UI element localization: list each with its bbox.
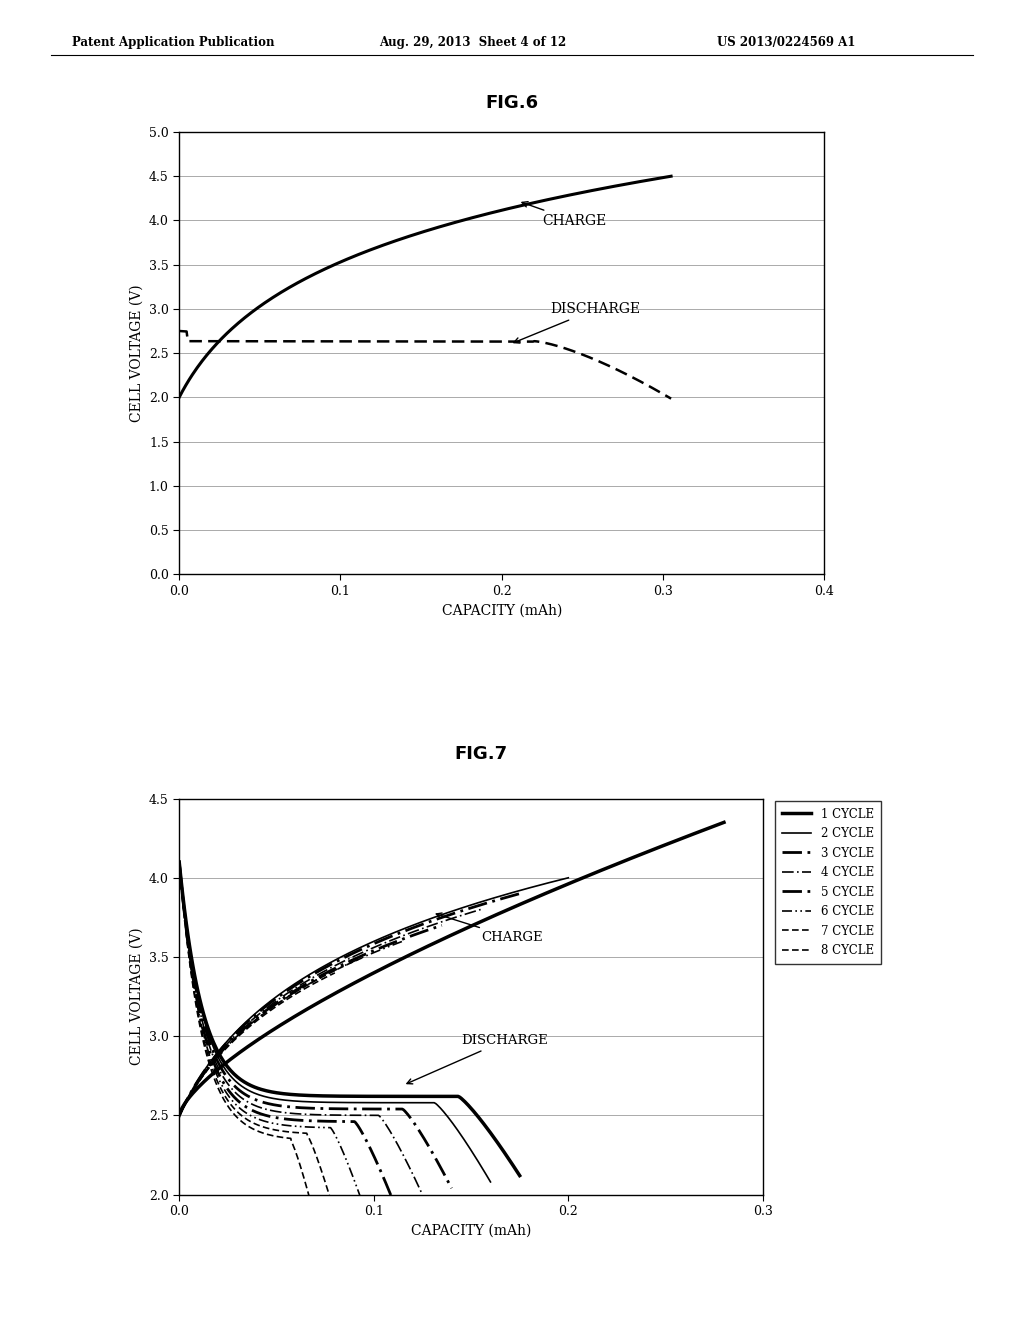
Text: Aug. 29, 2013  Sheet 4 of 12: Aug. 29, 2013 Sheet 4 of 12 (379, 36, 566, 49)
Text: DISCHARGE: DISCHARGE (514, 302, 640, 343)
Text: DISCHARGE: DISCHARGE (407, 1034, 548, 1084)
Legend: 1 CYCLE, 2 CYCLE, 3 CYCLE, 4 CYCLE, 5 CYCLE, 6 CYCLE, 7 CYCLE, 8 CYCLE: 1 CYCLE, 2 CYCLE, 3 CYCLE, 4 CYCLE, 5 CY… (774, 800, 881, 964)
Text: US 2013/0224569 A1: US 2013/0224569 A1 (717, 36, 855, 49)
X-axis label: CAPACITY (mAh): CAPACITY (mAh) (411, 1224, 531, 1238)
Text: CHARGE: CHARGE (522, 202, 606, 228)
Y-axis label: CELL VOLTAGE (V): CELL VOLTAGE (V) (129, 928, 143, 1065)
Text: Patent Application Publication: Patent Application Publication (72, 36, 274, 49)
X-axis label: CAPACITY (mAh): CAPACITY (mAh) (441, 603, 562, 618)
Text: FIG.7: FIG.7 (455, 744, 508, 763)
Text: FIG.6: FIG.6 (485, 94, 539, 112)
Text: CHARGE: CHARGE (436, 913, 543, 944)
Y-axis label: CELL VOLTAGE (V): CELL VOLTAGE (V) (129, 284, 143, 422)
